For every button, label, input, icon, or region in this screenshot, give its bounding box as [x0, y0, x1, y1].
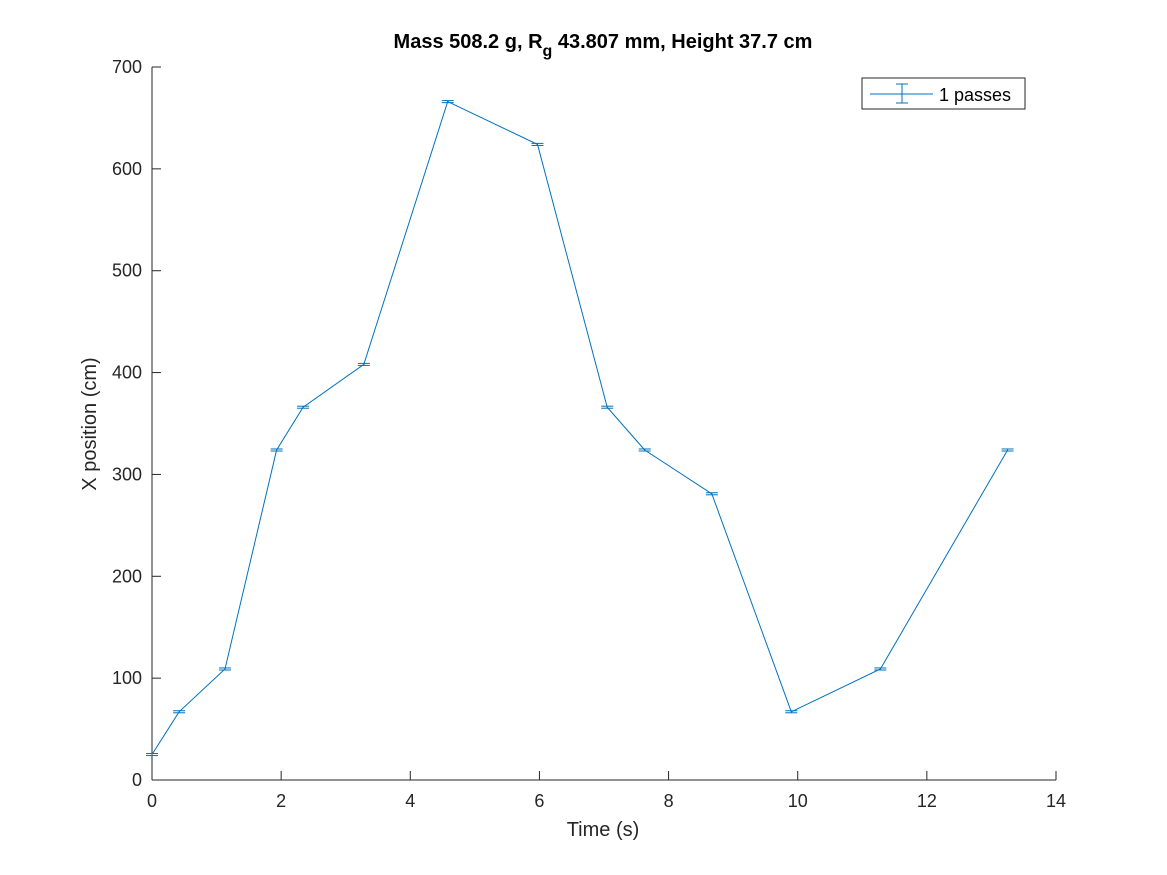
y-tick-label: 300 [112, 464, 142, 484]
y-tick-label: 100 [112, 668, 142, 688]
title-suffix: 43.807 mm, Height 37.7 cm [552, 31, 812, 53]
y-tick-label: 0 [132, 770, 142, 790]
x-tick-label: 6 [534, 791, 544, 811]
data-point [146, 753, 158, 757]
data-point [218, 667, 231, 671]
x-tick-label: 2 [276, 791, 286, 811]
title-subscript: g [543, 43, 553, 60]
data-point [357, 362, 370, 366]
data-point [601, 405, 614, 409]
x-axis-ticks: 0 2 4 6 8 10 12 14 [147, 771, 1066, 811]
y-axis-label: X position (cm) [79, 357, 101, 490]
y-tick-label: 200 [112, 566, 142, 586]
legend: 1 passes [861, 77, 1026, 110]
data-point [270, 448, 283, 452]
x-tick-label: 10 [788, 791, 808, 811]
x-axis-label: Time (s) [567, 819, 640, 841]
x-tick-label: 0 [147, 791, 157, 811]
x-tick-label: 14 [1046, 791, 1066, 811]
data-point [705, 492, 718, 496]
data-point [874, 667, 887, 671]
data-point [531, 142, 544, 146]
x-tick-label: 8 [664, 791, 674, 811]
y-tick-label: 600 [112, 159, 142, 179]
y-tick-label: 400 [112, 363, 142, 383]
title-prefix: Mass 508.2 g, R [394, 31, 544, 53]
data-point [638, 448, 651, 452]
data-point [173, 710, 186, 714]
y-axis-ticks: 0 100 200 300 400 500 600 700 [112, 57, 161, 790]
series-line [151, 100, 1009, 755]
y-tick-label: 700 [112, 57, 142, 77]
y-tick-label: 500 [112, 261, 142, 281]
data-point [441, 100, 454, 104]
data-point [297, 405, 310, 409]
data-point [785, 710, 798, 714]
data-point [1001, 448, 1014, 452]
x-tick-label: 12 [917, 791, 937, 811]
axes [151, 67, 1056, 781]
legend-label: 1 passes [939, 85, 1011, 105]
x-tick-label: 4 [405, 791, 415, 811]
plot-area [146, 100, 1014, 757]
chart-title: Mass 508.2 g, Rg 43.807 mm, Height 37.7 … [394, 31, 813, 60]
